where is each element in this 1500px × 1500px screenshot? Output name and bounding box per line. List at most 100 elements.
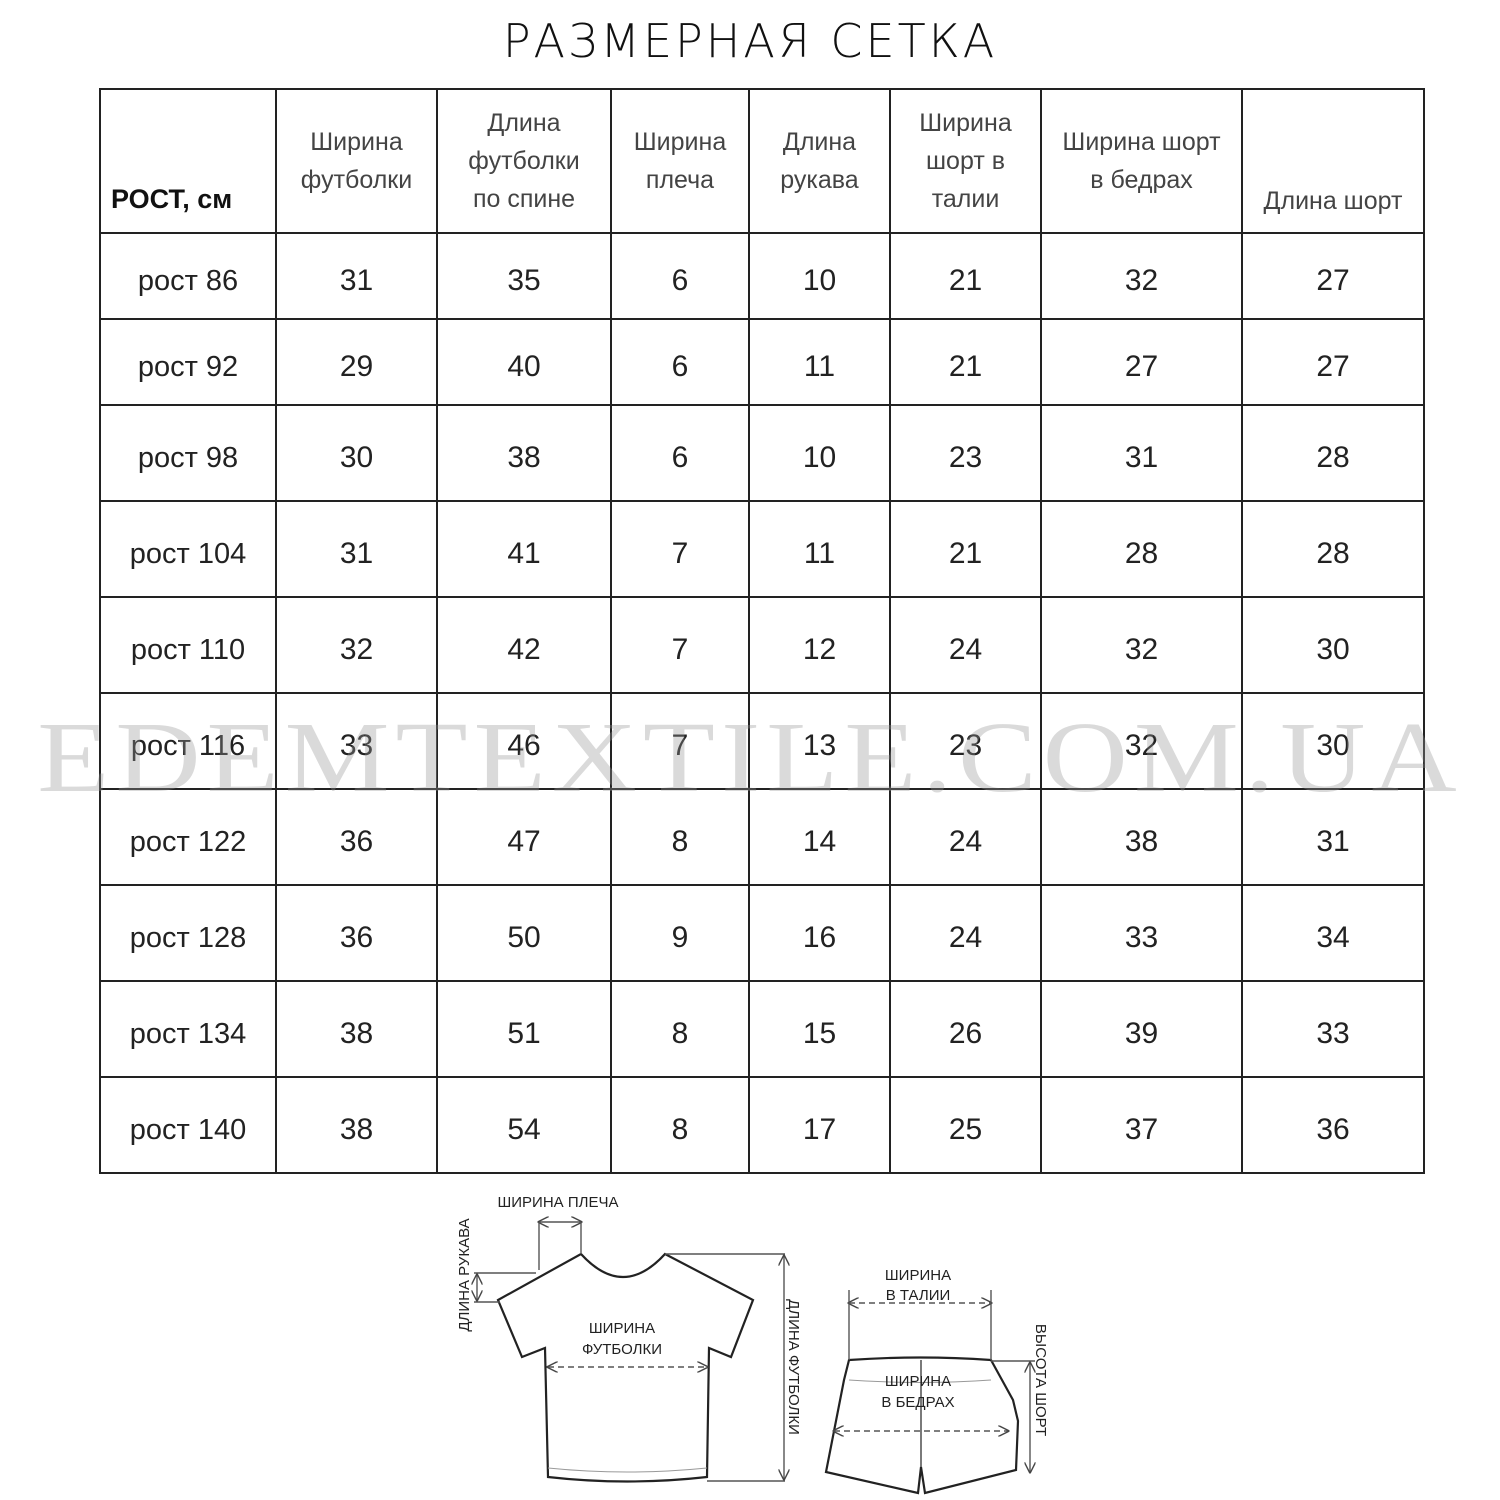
- table-cell: 6: [610, 404, 750, 502]
- row-height-label: рост 116: [99, 692, 277, 790]
- row-height-label: рост 140: [99, 1076, 277, 1174]
- table-cell: 33: [275, 692, 438, 790]
- table-cell: 31: [1241, 788, 1425, 886]
- label-tshirt-length: ДЛИНА ФУТБОЛКИ: [785, 1299, 802, 1435]
- row-height-label: рост 134: [99, 980, 277, 1078]
- table-cell: 27: [1241, 232, 1425, 320]
- label-hips-2: В БЕДРАХ: [881, 1394, 954, 1411]
- table-cell: 36: [275, 788, 438, 886]
- table-cell: 36: [1241, 1076, 1425, 1174]
- table-cell: 32: [1040, 232, 1243, 320]
- table-cell: 35: [436, 232, 612, 320]
- table-cell: 31: [275, 232, 438, 320]
- table-cell: 7: [610, 692, 750, 790]
- row-height-label: рост 122: [99, 788, 277, 886]
- table-cell: 8: [610, 980, 750, 1078]
- table-cell: 6: [610, 232, 750, 320]
- label-tshirt-width-2: ФУТБОЛКИ: [582, 1341, 662, 1358]
- table-cell: 16: [748, 884, 891, 982]
- header-sleeve-length: Длина рукава: [748, 88, 891, 234]
- header-tshirt-width: Ширина футболки: [275, 88, 438, 234]
- table-row: рост 116 33 46 7 13 23 32 30: [99, 692, 1425, 790]
- table-cell: 33: [1040, 884, 1243, 982]
- label-waist-1: ШИРИНА: [885, 1267, 951, 1284]
- table-cell: 38: [436, 404, 612, 502]
- size-table: РОСТ, см Ширина футболки Длина футболки по …: [99, 88, 1425, 1174]
- table-cell: 38: [275, 1076, 438, 1174]
- table-cell: 17: [748, 1076, 891, 1174]
- table-cell: 32: [1040, 596, 1243, 694]
- table-row: рост 128 36 50 9 16 24 33 34: [99, 884, 1425, 982]
- table-cell: 24: [889, 884, 1042, 982]
- label-waist-2: В ТАЛИИ: [886, 1287, 951, 1304]
- row-height-label: рост 86: [99, 232, 277, 320]
- table-cell: 31: [1040, 404, 1243, 502]
- table-cell: 37: [1040, 1076, 1243, 1174]
- table-cell: 13: [748, 692, 891, 790]
- header-shoulder-width: Ширина плеча: [610, 88, 750, 234]
- header-height: РОСТ, см: [99, 88, 277, 234]
- table-cell: 24: [889, 596, 1042, 694]
- table-cell: 11: [748, 500, 891, 598]
- table-cell: 50: [436, 884, 612, 982]
- table-cell: 38: [1040, 788, 1243, 886]
- table-cell: 8: [610, 788, 750, 886]
- page-title: РАЗМЕРНАЯ СЕТКА: [502, 14, 998, 68]
- row-height-label: рост 110: [99, 596, 277, 694]
- table-cell: 11: [748, 318, 891, 406]
- label-shoulder-width: ШИРИНА ПЛЕЧА: [498, 1194, 619, 1211]
- table-cell: 27: [1241, 318, 1425, 406]
- shorts-drawing: [824, 1356, 1020, 1495]
- table-cell: 30: [1241, 692, 1425, 790]
- table-row: рост 86 31 35 6 10 21 32 27: [99, 232, 1425, 320]
- table-cell: 10: [748, 404, 891, 502]
- table-cell: 32: [275, 596, 438, 694]
- header-shorts-waist: Ширина шорт в талии: [889, 88, 1042, 234]
- table-row: рост 98 30 38 6 10 23 31 28: [99, 404, 1425, 502]
- label-hips-1: ШИРИНА: [885, 1373, 951, 1390]
- table-cell: 46: [436, 692, 612, 790]
- table-cell: 28: [1241, 500, 1425, 598]
- table-row: рост 134 38 51 8 15 26 39 33: [99, 980, 1425, 1078]
- table-cell: 10: [748, 232, 891, 320]
- table-cell: 21: [889, 500, 1042, 598]
- table-cell: 15: [748, 980, 891, 1078]
- table-cell: 23: [889, 404, 1042, 502]
- table-cell: 51: [436, 980, 612, 1078]
- table-cell: 12: [748, 596, 891, 694]
- table-cell: 7: [610, 596, 750, 694]
- table-row: рост 140 38 54 8 17 25 37 36: [99, 1076, 1425, 1174]
- table-cell: 54: [436, 1076, 612, 1174]
- row-height-label: рост 104: [99, 500, 277, 598]
- table-row: рост 104 31 41 7 11 21 28 28: [99, 500, 1425, 598]
- table-cell: 23: [889, 692, 1042, 790]
- table-cell: 7: [610, 500, 750, 598]
- row-height-label: рост 128: [99, 884, 277, 982]
- table-cell: 31: [275, 500, 438, 598]
- table-cell: 32: [1040, 692, 1243, 790]
- table-cell: 47: [436, 788, 612, 886]
- table-cell: 42: [436, 596, 612, 694]
- header-tshirt-length: Длина футболки по спине: [436, 88, 612, 234]
- label-tshirt-width-1: ШИРИНА: [589, 1320, 655, 1337]
- table-row: рост 110 32 42 7 12 24 32 30: [99, 596, 1425, 694]
- table-cell: 41: [436, 500, 612, 598]
- table-cell: 30: [275, 404, 438, 502]
- table-cell: 34: [1241, 884, 1425, 982]
- table-cell: 14: [748, 788, 891, 886]
- row-height-label: рост 98: [99, 404, 277, 502]
- table-cell: 9: [610, 884, 750, 982]
- table-cell: 21: [889, 232, 1042, 320]
- table-cell: 33: [1241, 980, 1425, 1078]
- table-cell: 28: [1241, 404, 1425, 502]
- table-row: рост 92 29 40 6 11 21 27 27: [99, 318, 1425, 406]
- label-sleeve-length: ДЛИНА РУКАВА: [456, 1218, 473, 1331]
- table-cell: 40: [436, 318, 612, 406]
- row-height-label: рост 92: [99, 318, 277, 406]
- table-header-row: РОСТ, см Ширина футболки Длина футболки по …: [99, 88, 1425, 234]
- tshirt-drawing: [496, 1252, 755, 1483]
- table-row: рост 122 36 47 8 14 24 38 31: [99, 788, 1425, 886]
- table-cell: 29: [275, 318, 438, 406]
